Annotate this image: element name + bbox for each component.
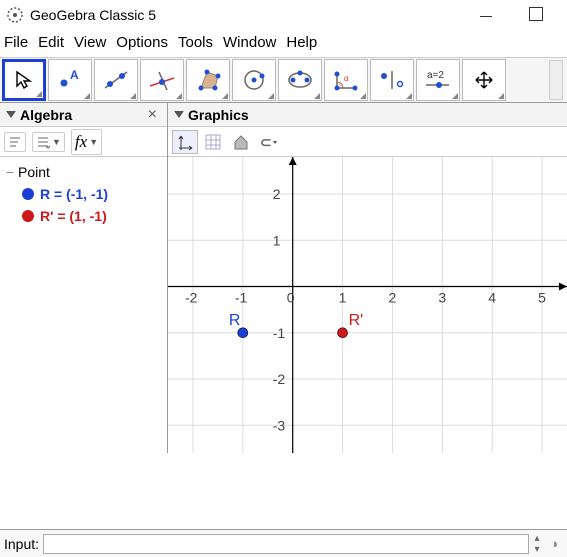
menu-tools[interactable]: Tools xyxy=(178,34,213,51)
menu-window[interactable]: Window xyxy=(223,34,276,51)
tree-point-r[interactable]: R = (-1, -1) xyxy=(2,183,165,205)
tool-circle[interactable] xyxy=(232,59,276,101)
graphics-canvas[interactable]: -2 -1 0 1 2 3 4 5 -3 -2 -1 1 2 R R' xyxy=(168,157,567,453)
svg-text:1: 1 xyxy=(339,290,347,306)
svg-text:4: 4 xyxy=(488,290,496,306)
input-label: Input: xyxy=(4,536,39,552)
input-bar: Input: ▴▾ ◑ xyxy=(0,529,567,557)
algebra-order-button[interactable]: ▼ xyxy=(32,132,65,152)
tree-category-point[interactable]: − Point xyxy=(2,161,165,183)
menu-bar: File Edit View Options Tools Window Help xyxy=(0,30,567,57)
window-maximize-button[interactable] xyxy=(511,7,561,24)
tool-line[interactable] xyxy=(94,59,138,101)
window-title: GeoGebra Classic 5 xyxy=(30,7,461,23)
tool-angle[interactable]: α xyxy=(324,59,368,101)
tool-polygon[interactable] xyxy=(186,59,230,101)
svg-text:2: 2 xyxy=(388,290,396,306)
tool-point[interactable]: A xyxy=(48,59,92,101)
menu-options[interactable]: Options xyxy=(116,34,168,51)
svg-text:-2: -2 xyxy=(185,290,198,306)
expand-icon[interactable]: − xyxy=(2,164,18,180)
menu-file[interactable]: File xyxy=(4,34,28,51)
svg-text:R: R xyxy=(229,312,241,329)
tool-pan[interactable] xyxy=(462,59,506,101)
algebra-collapse-icon[interactable] xyxy=(6,111,16,118)
menu-help[interactable]: Help xyxy=(286,34,317,51)
svg-text:α: α xyxy=(344,74,349,83)
algebra-title: Algebra xyxy=(20,107,72,123)
svg-text:2: 2 xyxy=(273,186,281,202)
algebra-fx-button[interactable]: fx ▼ xyxy=(71,129,102,155)
window-minimize-button[interactable] xyxy=(461,7,511,23)
menu-view[interactable]: View xyxy=(74,34,106,51)
tool-move[interactable] xyxy=(2,59,46,101)
graphics-panel: Graphics ⊂ -2 -1 0 1 2 3 4 5 -3 -2 -1 1 2 R R' xyxy=(168,103,567,453)
tree-point-r-prime[interactable]: R' = (1, -1) xyxy=(2,205,165,227)
svg-text:-1: -1 xyxy=(273,325,286,341)
tool-reflect[interactable] xyxy=(370,59,414,101)
svg-text:0: 0 xyxy=(287,290,295,306)
input-help-button[interactable]: ◑ xyxy=(545,536,563,551)
point-color-dot xyxy=(22,210,34,222)
svg-text:1: 1 xyxy=(273,232,281,248)
home-button[interactable] xyxy=(228,130,254,154)
toolbar-scroll[interactable] xyxy=(549,60,563,100)
algebra-close-button[interactable]: × xyxy=(144,106,161,124)
svg-text:-1: -1 xyxy=(235,290,248,306)
category-label: Point xyxy=(18,164,50,180)
algebra-sort-button[interactable] xyxy=(4,132,26,152)
tool-slider[interactable]: a=2 xyxy=(416,59,460,101)
main-toolbar: A α a=2 xyxy=(0,57,567,103)
svg-text:5: 5 xyxy=(538,290,546,306)
point-expression: R = (-1, -1) xyxy=(40,186,108,202)
point-expression: R' = (1, -1) xyxy=(40,208,107,224)
input-field[interactable] xyxy=(43,534,529,554)
svg-text:⊂: ⊂ xyxy=(260,134,272,150)
svg-text:-3: -3 xyxy=(273,417,286,433)
toggle-axes-button[interactable] xyxy=(172,130,198,154)
input-history-button[interactable]: ▴▾ xyxy=(529,533,545,555)
toggle-grid-button[interactable] xyxy=(200,130,226,154)
graphics-title: Graphics xyxy=(188,107,249,123)
svg-text:R': R' xyxy=(349,312,364,329)
app-icon xyxy=(6,6,24,24)
graphics-collapse-icon[interactable] xyxy=(174,111,184,118)
tool-ellipse[interactable] xyxy=(278,59,322,101)
point-color-dot xyxy=(22,188,34,200)
tool-perpendicular[interactable] xyxy=(140,59,184,101)
svg-text:a=2: a=2 xyxy=(427,70,444,81)
svg-text:-2: -2 xyxy=(273,371,286,387)
svg-text:3: 3 xyxy=(438,290,446,306)
svg-text:A: A xyxy=(70,68,79,82)
algebra-panel: Algebra × ▼ fx ▼ − Point R = (-1, -1) R'… xyxy=(0,103,168,453)
menu-edit[interactable]: Edit xyxy=(38,34,64,51)
settings-dropdown[interactable]: ⊂ xyxy=(256,130,282,154)
